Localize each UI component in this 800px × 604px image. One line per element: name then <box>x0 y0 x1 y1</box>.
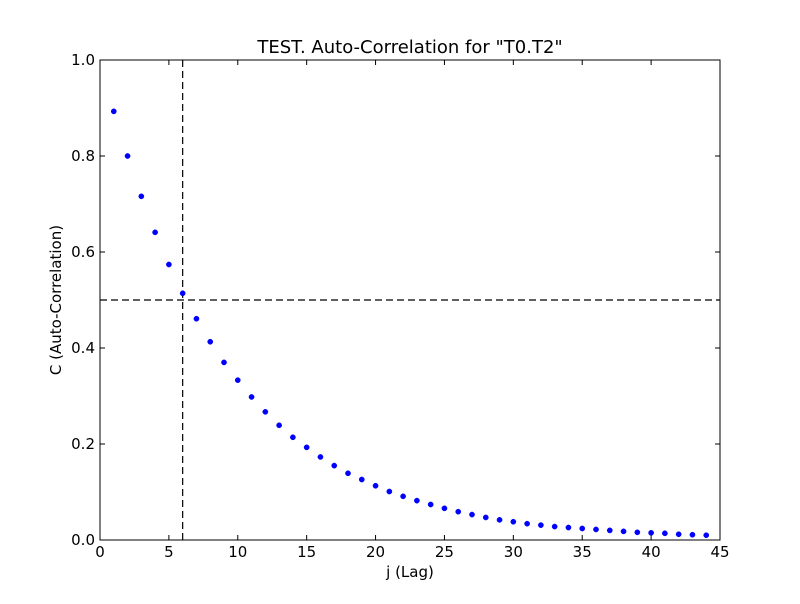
data-point <box>565 524 572 531</box>
data-point <box>427 501 434 508</box>
data-point <box>662 530 668 537</box>
x-tick-label: 5 <box>164 543 174 561</box>
data-point <box>648 529 654 536</box>
y-tick-label: 0.0 <box>71 531 95 549</box>
data-point <box>634 529 641 536</box>
y-tick-label: 0.8 <box>71 147 95 165</box>
y-tick-label: 0.4 <box>71 339 95 357</box>
data-point <box>193 315 200 322</box>
x-tick-label: 45 <box>710 543 729 561</box>
data-point <box>538 522 544 528</box>
data-point <box>689 531 696 538</box>
data-point <box>138 193 145 200</box>
x-tick-label: 35 <box>573 543 592 561</box>
data-point <box>152 229 158 236</box>
data-point <box>110 108 117 115</box>
data-point <box>386 488 393 495</box>
data-point <box>331 462 338 469</box>
data-point <box>248 394 255 400</box>
data-point <box>496 516 503 523</box>
y-tick-label: 1.0 <box>71 51 95 69</box>
data-point <box>207 338 214 345</box>
y-tick-label: 0.6 <box>71 243 95 261</box>
data-point <box>166 261 172 268</box>
data-point <box>290 434 296 441</box>
data-point <box>358 476 365 483</box>
plot-marks <box>100 60 720 540</box>
y-tick-label: 0.2 <box>71 435 95 453</box>
data-point <box>510 518 517 525</box>
data-point <box>482 514 489 521</box>
x-tick-label: 30 <box>504 543 523 561</box>
data-point <box>234 377 241 384</box>
data-point <box>620 528 627 535</box>
data-point <box>579 525 586 532</box>
x-axis-label: j (Lag) <box>385 563 434 581</box>
data-point <box>414 497 420 504</box>
chart-title: TEST. Auto-Correlation for "T0.T2" <box>256 37 562 58</box>
axis-ticks: 0 5 10 15 20 25 30 35 40 45 0.0 0.2 0.4 0.6 0.8 1.0 <box>71 51 729 561</box>
data-point <box>345 470 351 477</box>
x-tick-label: 20 <box>366 543 385 561</box>
data-point <box>221 359 227 366</box>
data-point <box>606 527 613 534</box>
data-point <box>551 523 558 530</box>
data-point <box>593 526 599 533</box>
x-tick-label: 0 <box>95 543 105 561</box>
data-point <box>703 532 710 539</box>
data-point <box>179 290 186 297</box>
data-point <box>455 508 462 515</box>
data-point <box>276 422 282 429</box>
data-point <box>469 511 475 518</box>
data-point <box>524 520 530 527</box>
data-point <box>303 444 310 451</box>
plot-frame <box>99 59 721 541</box>
data-point <box>262 408 269 415</box>
data-point <box>372 482 379 489</box>
x-tick-label: 25 <box>435 543 454 561</box>
data-point <box>441 505 448 512</box>
data-point <box>675 531 682 538</box>
x-tick-label: 15 <box>297 543 316 561</box>
data-point <box>400 493 406 500</box>
x-tick-label: 10 <box>228 543 247 561</box>
data-point <box>124 153 131 159</box>
x-tick-label: 40 <box>642 543 661 561</box>
y-axis-label: C (Auto-Correlation) <box>47 225 65 375</box>
data-point <box>317 454 324 460</box>
